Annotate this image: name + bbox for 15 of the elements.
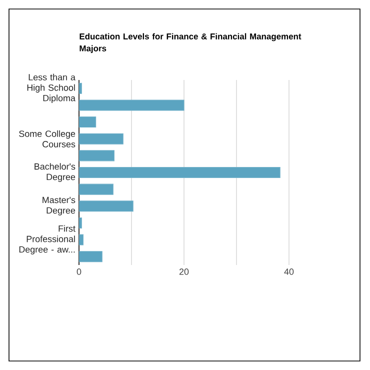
bar (79, 166, 280, 178)
bar (79, 100, 184, 111)
chart-title: Education Levels for Finance & Financial Management Majors (80, 33, 302, 54)
y-tick-label: First Professional Degree - aw... (19, 225, 76, 254)
y-tick-label: Less than a High School Diploma (27, 74, 76, 104)
bar (79, 133, 124, 144)
bar (79, 251, 102, 262)
y-tick-label: Some College Courses (19, 130, 76, 148)
x-tick-label: 40 (284, 268, 294, 275)
x-tick-label: 0 (76, 268, 82, 275)
x-tick-label: 20 (179, 268, 189, 275)
bar (79, 200, 134, 212)
bar (79, 116, 96, 128)
y-tick-label: Bachelor's Degree (34, 163, 76, 182)
y-tick-label: Master's Degree (42, 196, 76, 216)
